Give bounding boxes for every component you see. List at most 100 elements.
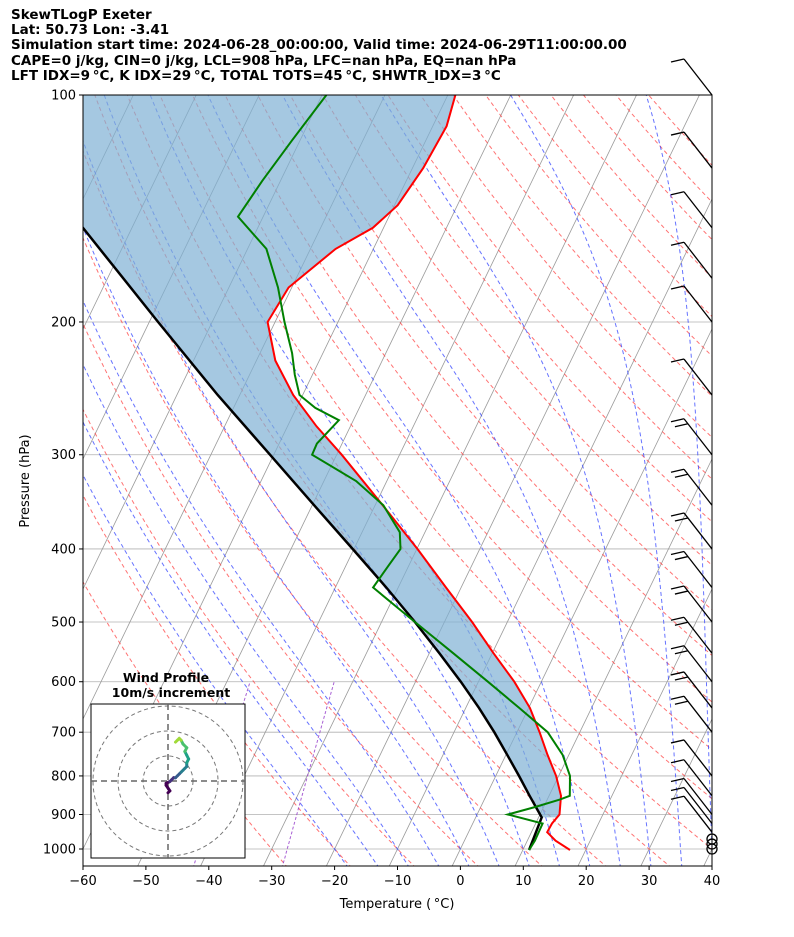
y-tick-label: 600 [51, 675, 76, 690]
hodograph-title: Wind Profile [123, 670, 209, 685]
wind-barb-flag [670, 285, 685, 290]
moist-adiabat [83, 139, 500, 866]
y-tick-label: 200 [51, 315, 76, 330]
wind-barb-flag [674, 590, 689, 595]
wind-barb-flag [670, 795, 685, 800]
wind-barb-staff [683, 551, 713, 588]
wind-barb-flag [670, 777, 685, 783]
wind-barb-flag [670, 191, 685, 196]
wind-barb-staff [683, 285, 713, 323]
wind-barb-flag [670, 468, 685, 473]
wind-barb-staff [683, 358, 713, 396]
isotherm-line [200, 95, 575, 866]
wind-barb-staff [683, 468, 713, 506]
moist-adiabat [207, 95, 591, 866]
moist-adiabat [83, 420, 379, 866]
dry-adiabat [550, 95, 712, 279]
wind-barb-staff [683, 787, 713, 824]
isotherm-line [325, 95, 700, 866]
y-tick-label: 100 [51, 89, 76, 104]
isotherm-line [0, 78, 16, 868]
parcel-profile-line [83, 225, 544, 851]
wind-barb-staff [683, 695, 713, 733]
wind-barb-flag [674, 423, 689, 428]
wind-barb-flag [670, 786, 685, 792]
wind-barb-staff [683, 418, 713, 456]
moist-adiabat [645, 95, 712, 861]
y-tick-label: 700 [51, 726, 76, 741]
wind-barb-flag [670, 550, 685, 556]
isotherm-line [263, 95, 637, 866]
isotherm-line [640, 718, 712, 866]
wind-barb-staff [683, 778, 713, 815]
header-location: Lat: 50.73 Lon: -3.41 [11, 22, 170, 39]
wind-barb-flag [674, 676, 689, 681]
temperature-profile-line [266, 95, 571, 851]
wind-barb-staff [683, 241, 713, 279]
x-tick-label: −20 [321, 874, 348, 889]
x-tick-label: −30 [258, 874, 285, 889]
y-tick-label: 900 [51, 808, 76, 823]
y-tick-label: 1000 [43, 843, 76, 858]
header-cape: CAPE=0 j/kg, CIN=0 j/kg, LCL=908 hPa, LF… [11, 52, 517, 69]
wind-barb-flag [674, 700, 689, 705]
dry-adiabat [289, 95, 712, 611]
hodograph-segment [174, 738, 179, 744]
wind-barb-flag [670, 759, 685, 764]
y-tick-label: 800 [51, 769, 76, 784]
dry-adiabat [191, 95, 712, 751]
wind-barb-flag [670, 418, 685, 423]
wind-barb-flag [670, 512, 685, 517]
header-indices: LFT IDX=9 °C, K IDX=29 °C, TOTAL TOTS=45… [11, 67, 501, 84]
x-axis-label: Temperature ( °C) [339, 897, 455, 912]
x-tick-label: 20 [578, 874, 595, 889]
x-tick-label: 0 [456, 874, 464, 889]
x-tick-label: −40 [195, 874, 222, 889]
wind-barb-flag [674, 473, 689, 478]
wind-barb-staff [683, 585, 713, 623]
isotherm-line [577, 588, 712, 866]
dry-adiabat [647, 95, 712, 166]
chart-header: SkewTLogP Exeter Lat: 50.73 Lon: -3.41 S… [11, 7, 627, 84]
moist-adiabat [83, 226, 470, 866]
moist-adiabat [282, 95, 621, 866]
wind-barb-flag [670, 645, 685, 650]
dry-adiabat [582, 95, 712, 241]
x-tick-label: 10 [515, 874, 532, 889]
hodograph-ring [117, 730, 219, 832]
wind-barb-flag [670, 585, 685, 590]
wind-barb-staff [683, 191, 713, 229]
wind-barb-staff [683, 759, 713, 797]
dry-adiabat [452, 95, 712, 397]
dry-adiabat [354, 95, 712, 523]
isotherm-line [703, 848, 712, 866]
wind-barb-flag [670, 616, 685, 621]
isotherm-line [514, 458, 712, 866]
wind-barb-staff [683, 131, 713, 169]
dry-adiabat [159, 95, 712, 800]
hodograph-subtitle: 10m/s increment [112, 685, 230, 700]
dry-adiabat [387, 95, 712, 480]
moist-adiabat [83, 363, 409, 866]
cape-shading [83, 95, 561, 818]
wind-barb-flag [670, 358, 685, 363]
wind-barb-staff [683, 512, 713, 550]
x-tick-label: 30 [641, 874, 658, 889]
wind-barb-staff [683, 671, 713, 709]
x-tick-label: −50 [132, 874, 159, 889]
wind-barb-flag [670, 131, 685, 136]
wind-barb-staff [683, 795, 713, 833]
wind-barb-flag [670, 739, 685, 744]
dry-adiabat [615, 95, 712, 203]
header-station: SkewTLogP Exeter [11, 7, 152, 23]
isotherm-line [0, 78, 79, 868]
header-times: Simulation start time: 2024-06-28_00:00:… [11, 37, 627, 54]
mixing-ratio-line [282, 681, 335, 866]
wind-barb-flag [670, 58, 685, 63]
wind-barb-flag [670, 241, 685, 246]
y-tick-label: 500 [51, 616, 76, 631]
wind-barb-staff [683, 739, 713, 777]
wind-barb-flag [674, 650, 689, 655]
dry-adiabat [83, 236, 543, 866]
